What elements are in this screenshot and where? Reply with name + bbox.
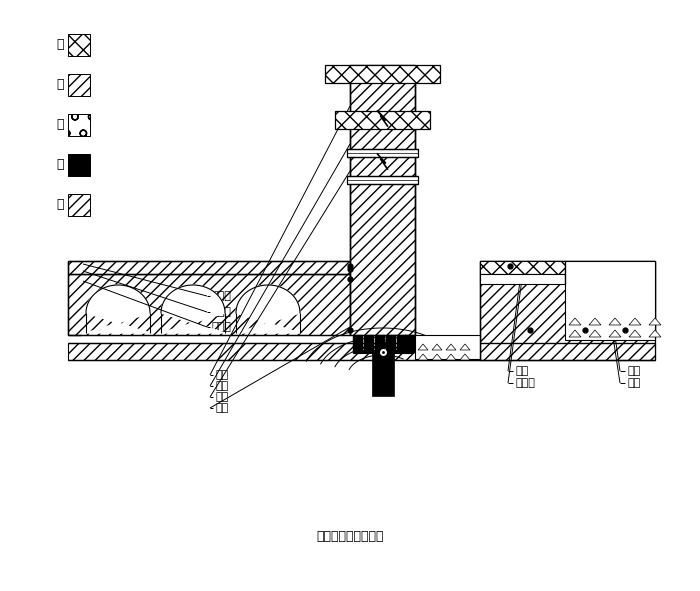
Text: 灰土: 灰土 [215, 381, 228, 391]
Polygon shape [460, 344, 470, 350]
Text: 木: 木 [57, 38, 64, 51]
Polygon shape [432, 344, 442, 350]
Text: 支烟道: 支烟道 [212, 307, 232, 317]
Bar [68, 34, 90, 56]
Polygon shape [418, 344, 428, 350]
Polygon shape [432, 354, 442, 360]
Bar [405, 335, 415, 353]
Polygon shape [589, 330, 601, 337]
Polygon shape [629, 318, 641, 325]
Bar [68, 154, 90, 176]
Text: 土: 土 [57, 199, 64, 212]
Bar [347, 149, 418, 157]
Bar [350, 65, 415, 335]
Polygon shape [161, 285, 225, 333]
Bar [68, 274, 350, 335]
Bar [68, 114, 90, 136]
Text: 故宫火地剖面示意图: 故宫火地剖面示意图 [316, 530, 384, 543]
Bar [364, 335, 374, 353]
Bar [375, 335, 385, 353]
Polygon shape [649, 330, 661, 337]
Text: 主烟道: 主烟道 [212, 322, 232, 332]
Polygon shape [236, 285, 300, 333]
Bar [68, 343, 655, 360]
Text: 石: 石 [57, 119, 64, 132]
Bar [372, 353, 393, 396]
Bar [353, 350, 412, 353]
Polygon shape [569, 318, 581, 325]
Text: 炉膛: 炉膛 [215, 403, 228, 413]
Text: 操作口: 操作口 [515, 378, 535, 388]
Polygon shape [649, 318, 661, 325]
Text: 条石: 条石 [627, 366, 640, 376]
Bar [480, 274, 565, 284]
Bar [325, 65, 440, 83]
Text: 台基: 台基 [627, 378, 640, 388]
Polygon shape [569, 330, 581, 337]
Polygon shape [589, 318, 601, 325]
Polygon shape [446, 354, 456, 360]
Polygon shape [629, 330, 641, 337]
Polygon shape [609, 330, 621, 337]
Text: 铁架: 铁架 [215, 392, 228, 402]
Bar [480, 261, 655, 360]
Bar [415, 335, 480, 359]
Bar [68, 194, 90, 216]
Polygon shape [418, 354, 428, 360]
Polygon shape [446, 344, 456, 350]
Polygon shape [460, 354, 470, 360]
Polygon shape [86, 285, 150, 333]
Bar [68, 261, 350, 274]
Text: 砖: 砖 [57, 79, 64, 92]
Bar [347, 176, 418, 184]
Bar [480, 261, 565, 274]
Text: 铁: 铁 [57, 158, 64, 171]
Bar [68, 74, 90, 96]
Bar [335, 111, 430, 129]
Text: 支墩: 支墩 [215, 370, 228, 380]
Text: 盖板: 盖板 [515, 366, 528, 376]
Polygon shape [609, 318, 621, 325]
Bar [397, 335, 407, 353]
Text: 地面砖: 地面砖 [212, 291, 232, 301]
Bar [386, 335, 396, 353]
Bar [565, 261, 655, 340]
Bar [353, 335, 363, 353]
